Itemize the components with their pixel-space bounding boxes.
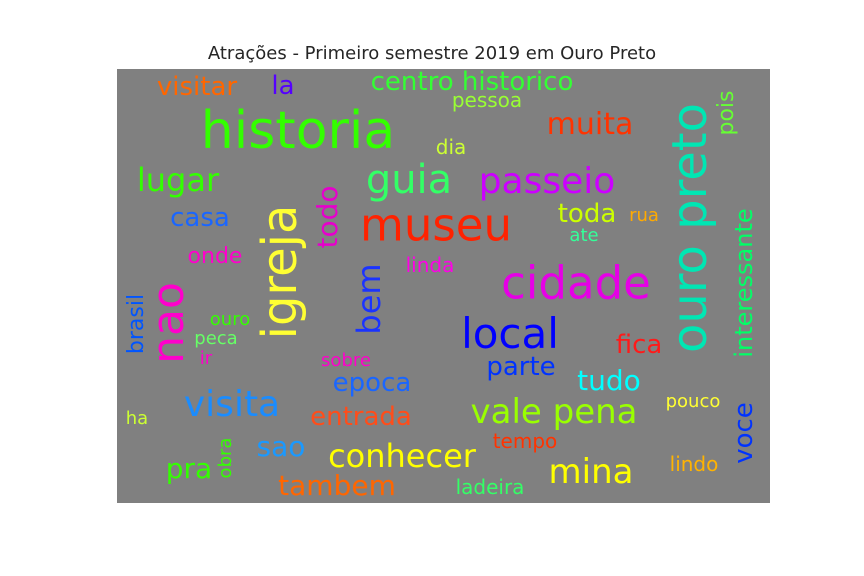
word-museu: museu [359, 198, 513, 252]
word-sao: sao [256, 430, 306, 463]
word-obra: obra [215, 437, 236, 479]
word-pois: pois [714, 90, 739, 136]
word-onde: onde [187, 244, 243, 269]
word-lindo: lindo [669, 452, 719, 476]
word-ha: ha [125, 408, 149, 429]
word-visita: visita [183, 384, 281, 425]
word-igreja: igreja [252, 204, 308, 340]
word-mina: mina [548, 452, 634, 492]
word-bem: bem [350, 263, 388, 335]
word-lugar: lugar [136, 161, 220, 199]
word-centro-historico: centro historico [370, 69, 574, 97]
word-visitar: visitar [156, 72, 238, 102]
word-local: local [461, 309, 559, 358]
word-dia: dia [435, 135, 467, 159]
word-nao: nao [143, 282, 194, 364]
word-passeio: passeio [478, 161, 616, 202]
word-brasil: brasil [124, 293, 149, 355]
word-toda: toda [557, 199, 617, 229]
word-conhecer: conhecer [328, 437, 476, 475]
word-pouco: pouco [665, 391, 721, 412]
word-historia: historia [200, 101, 396, 161]
word-la: la [271, 71, 295, 101]
word-cloud-panel: historia igreja ouro preto cidade museu nao lo… [117, 69, 770, 503]
word-sobre: sobre [321, 350, 371, 371]
word-voce: voce [729, 402, 759, 464]
word-ate: ate [569, 225, 599, 246]
word-entrada: entrada [310, 402, 412, 432]
word-epoca: epoca [332, 368, 412, 398]
word-rua: rua [629, 205, 659, 226]
word-tudo: tudo [577, 364, 641, 397]
word-tempo: tempo [492, 429, 558, 453]
word-todo: todo [311, 185, 344, 249]
word-cidade: cidade [501, 256, 651, 310]
word-fica: fica [615, 330, 663, 360]
word-interessante: interessante [730, 208, 758, 358]
word-guia: guia [365, 157, 453, 203]
word-ouro: ouro [209, 309, 251, 330]
word-casa: casa [170, 203, 230, 233]
chart-title: Atrações - Primeiro semestre 2019 em Our… [207, 43, 657, 64]
word-vale-pena: vale pena [470, 392, 638, 432]
word-peca: peca [194, 328, 238, 349]
word-muita: muita [546, 107, 634, 142]
word-pra: pra [165, 452, 213, 485]
word-ouro-preto: ouro preto [662, 103, 718, 353]
word-ir: ir [199, 348, 213, 369]
word-tambem: tambem [278, 469, 396, 502]
word-parte: parte [486, 352, 556, 382]
word-linda: linda [405, 253, 455, 277]
word-pessoa: pessoa [451, 88, 523, 112]
word-ladeira: ladeira [455, 475, 525, 499]
